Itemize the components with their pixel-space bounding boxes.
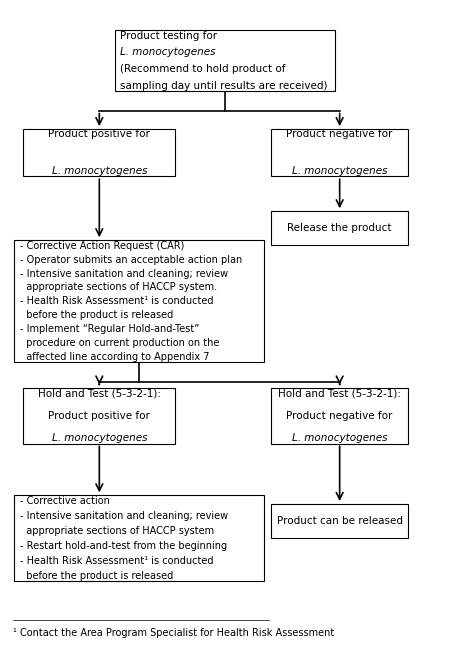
Text: Hold and Test (5-3-2-1):: Hold and Test (5-3-2-1): bbox=[278, 388, 401, 398]
Text: - Corrective action: - Corrective action bbox=[20, 496, 110, 505]
Text: Product negative for: Product negative for bbox=[287, 130, 393, 140]
Text: - Implement “Regular Hold-and-Test”: - Implement “Regular Hold-and-Test” bbox=[20, 324, 199, 334]
Text: before the product is released: before the product is released bbox=[20, 570, 173, 580]
Text: Product positive for: Product positive for bbox=[49, 411, 150, 421]
Text: appropriate sections of HACCP system.: appropriate sections of HACCP system. bbox=[20, 282, 217, 293]
Text: - Health Risk Assessment¹ is conducted: - Health Risk Assessment¹ is conducted bbox=[20, 297, 213, 306]
Text: (Recommend to hold product of: (Recommend to hold product of bbox=[120, 64, 286, 74]
FancyBboxPatch shape bbox=[271, 129, 408, 176]
Text: - Corrective Action Request (CAR): - Corrective Action Request (CAR) bbox=[20, 241, 184, 251]
FancyBboxPatch shape bbox=[271, 388, 408, 444]
FancyBboxPatch shape bbox=[271, 504, 408, 538]
Text: Product testing for: Product testing for bbox=[120, 31, 220, 41]
FancyBboxPatch shape bbox=[14, 495, 264, 581]
FancyBboxPatch shape bbox=[115, 30, 335, 91]
FancyBboxPatch shape bbox=[271, 211, 408, 246]
Text: - Health Risk Assessment¹ is conducted: - Health Risk Assessment¹ is conducted bbox=[20, 556, 213, 566]
FancyBboxPatch shape bbox=[23, 388, 176, 444]
Text: L. monocytogenes: L. monocytogenes bbox=[52, 433, 147, 444]
Text: - Intensive sanitation and cleaning; review: - Intensive sanitation and cleaning; rev… bbox=[20, 268, 228, 278]
Text: L. monocytogenes: L. monocytogenes bbox=[292, 433, 387, 444]
Text: Hold and Test (5-3-2-1):: Hold and Test (5-3-2-1): bbox=[38, 388, 161, 398]
FancyBboxPatch shape bbox=[23, 129, 176, 176]
Text: - Intensive sanitation and cleaning; review: - Intensive sanitation and cleaning; rev… bbox=[20, 511, 228, 521]
Text: procedure on current production on the: procedure on current production on the bbox=[20, 338, 219, 348]
Text: ¹ Contact the Area Program Specialist for Health Risk Assessment: ¹ Contact the Area Program Specialist fo… bbox=[14, 628, 334, 638]
Text: Product positive for: Product positive for bbox=[49, 130, 150, 140]
Text: Product can be released: Product can be released bbox=[277, 516, 403, 526]
Text: Release the product: Release the product bbox=[288, 223, 392, 234]
Text: L. monocytogenes: L. monocytogenes bbox=[120, 47, 216, 57]
Text: - Operator submits an acceptable action plan: - Operator submits an acceptable action … bbox=[20, 254, 242, 264]
Text: L. monocytogenes: L. monocytogenes bbox=[292, 166, 387, 176]
Text: before the product is released: before the product is released bbox=[20, 310, 173, 320]
Text: affected line according to Appendix 7: affected line according to Appendix 7 bbox=[20, 352, 209, 362]
Text: sampling day until results are received): sampling day until results are received) bbox=[120, 81, 328, 91]
Text: appropriate sections of HACCP system: appropriate sections of HACCP system bbox=[20, 525, 214, 535]
Text: Product negative for: Product negative for bbox=[287, 411, 393, 421]
Text: L. monocytogenes: L. monocytogenes bbox=[52, 166, 147, 176]
Text: - Restart hold-and-test from the beginning: - Restart hold-and-test from the beginni… bbox=[20, 541, 227, 550]
FancyBboxPatch shape bbox=[14, 240, 264, 362]
